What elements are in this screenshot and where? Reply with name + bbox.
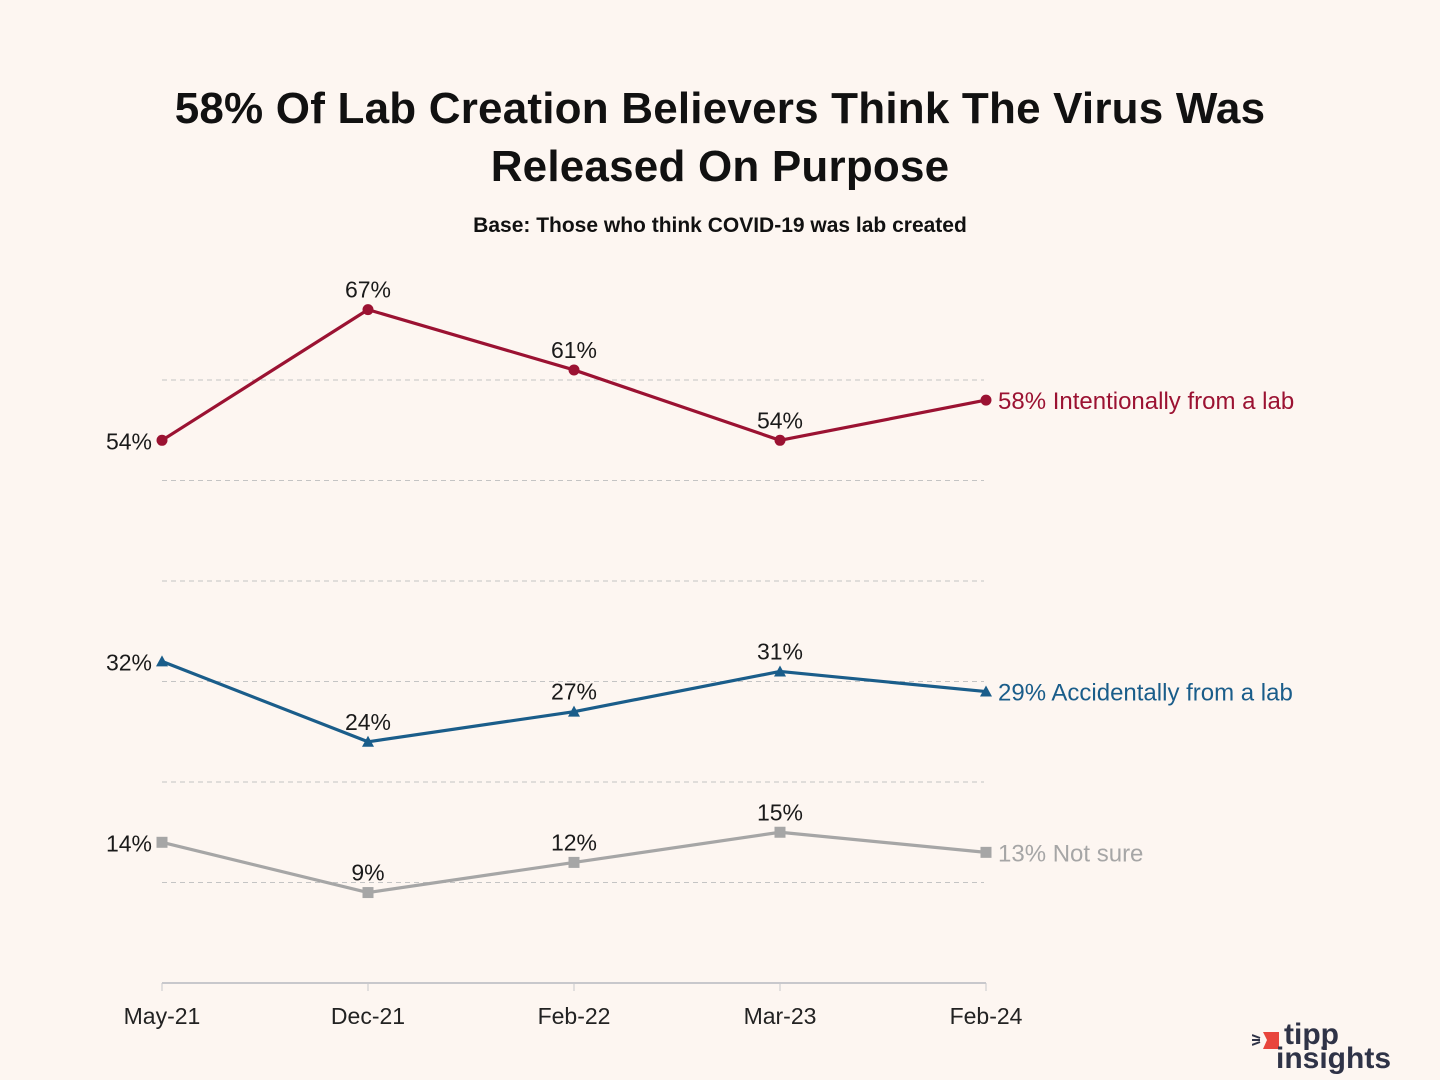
series-intentionally-from-a-lab: 54% 67% 61% 54% 58% Intentionally from a lab <box>106 277 1294 455</box>
data-point-marker <box>980 846 992 858</box>
data-label: 24% <box>345 709 391 735</box>
tipp-insights-logo: tipp insights <box>1252 1020 1422 1078</box>
data-point-marker <box>568 705 580 717</box>
data-point-marker <box>980 685 992 697</box>
data-label: 54% <box>106 428 152 454</box>
data-point-marker <box>156 434 168 446</box>
data-label: 54% <box>757 407 803 433</box>
data-point-marker <box>980 394 992 406</box>
gridlines <box>162 379 984 883</box>
x-tick-label: Feb-24 <box>950 1003 1023 1029</box>
series-not-sure: 14% 9% 12% 15% 13% Not sure <box>106 799 1143 899</box>
data-label: 67% <box>345 277 391 303</box>
series-group: 54% 67% 61% 54% 58% Intentionally from a lab… <box>106 277 1294 899</box>
data-point-marker <box>362 304 374 316</box>
data-point-marker <box>362 887 374 899</box>
series-end-label: 29% Accidentally from a lab <box>998 680 1293 707</box>
data-point-marker <box>568 364 580 376</box>
data-point-marker <box>774 434 786 446</box>
x-tick-label: May-21 <box>124 1003 201 1029</box>
data-point-marker <box>774 826 786 838</box>
data-label: 31% <box>757 638 803 664</box>
x-tick-label: Dec-21 <box>331 1003 405 1029</box>
data-label: 32% <box>106 649 152 675</box>
data-label: 15% <box>757 799 803 825</box>
series-end-label: 58% Intentionally from a lab <box>998 388 1294 415</box>
data-point-marker <box>774 665 786 677</box>
data-label: 61% <box>551 337 597 363</box>
data-label: 27% <box>551 679 597 705</box>
data-label: 12% <box>551 829 597 855</box>
data-point-marker <box>156 655 168 667</box>
data-point-marker <box>156 836 168 848</box>
logo-word-tipp: tipp <box>1284 1018 1339 1051</box>
data-point-marker <box>362 735 374 747</box>
chart-subtitle: Base: Those who think COVID-19 was lab c… <box>473 214 967 237</box>
chart-title-line-2: Released On Purpose <box>490 142 950 191</box>
logo-flag-icon <box>1252 1032 1279 1049</box>
logo-word-insights: insights <box>1276 1042 1392 1075</box>
x-axis: May-21 Dec-21 Feb-22 Mar-23 Feb-24 <box>124 982 1023 1029</box>
series-end-label: 13% Not sure <box>998 840 1143 867</box>
x-tick-label: Feb-22 <box>538 1003 611 1029</box>
chart-title: 58% Of Lab Creation Believers Think The … <box>0 80 1440 196</box>
data-label: 14% <box>106 830 152 856</box>
data-label: 9% <box>351 860 384 886</box>
x-tick-label: Mar-23 <box>744 1003 817 1029</box>
data-point-marker <box>568 856 580 868</box>
series-accidentally-from-a-lab: 32% 24% 27% 31% 29% Accidentally from a lab <box>106 638 1293 747</box>
chart-title-line-1: 58% Of Lab Creation Believers Think The … <box>174 84 1266 133</box>
